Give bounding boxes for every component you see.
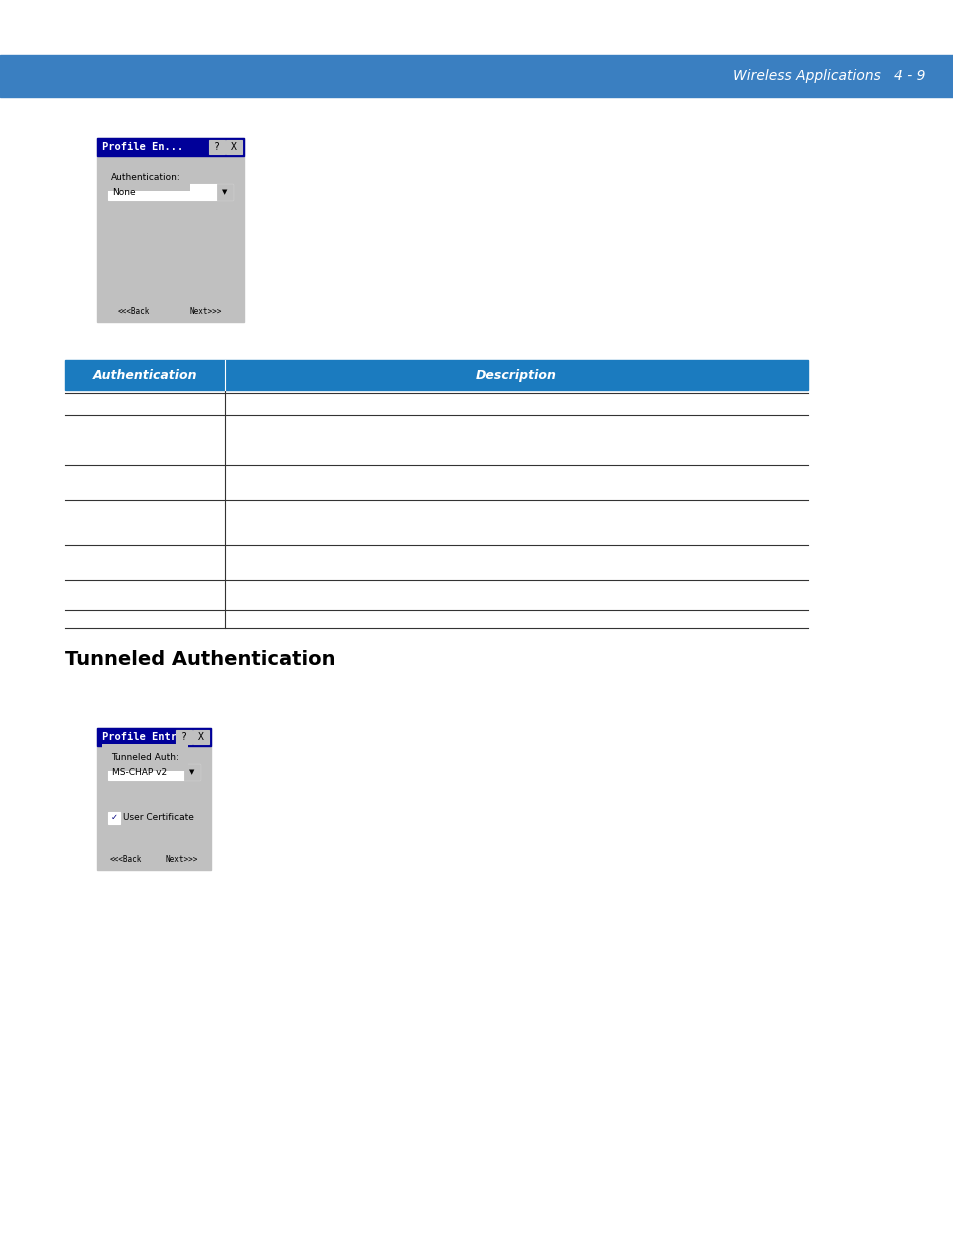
Bar: [65, 359, 807, 390]
Bar: [226, 140, 242, 154]
Bar: [97, 727, 211, 746]
Bar: [108, 764, 200, 781]
Bar: [156, 852, 206, 866]
Bar: [103, 762, 205, 845]
Text: Wireless Applications   4 - 9: Wireless Applications 4 - 9: [732, 69, 924, 83]
Text: MS-CHAP v2: MS-CHAP v2: [112, 768, 167, 777]
Text: Tunneled Auth:: Tunneled Auth:: [111, 753, 179, 762]
Bar: [209, 140, 225, 154]
Bar: [184, 764, 200, 781]
Text: X: X: [198, 732, 204, 742]
Text: User Certificate: User Certificate: [123, 814, 193, 823]
Bar: [97, 138, 244, 322]
Bar: [108, 811, 120, 824]
Text: ✓: ✓: [111, 814, 117, 823]
Text: ?: ?: [181, 732, 187, 742]
Bar: [97, 138, 244, 156]
Bar: [216, 184, 233, 200]
Text: ▼: ▼: [222, 189, 228, 195]
Text: <<<Back: <<<Back: [117, 306, 150, 315]
Text: Profile Entry: Profile Entry: [102, 732, 183, 742]
Bar: [173, 304, 238, 317]
Text: Authentication: Authentication: [92, 368, 197, 382]
Text: Next>>>: Next>>>: [190, 306, 222, 315]
Text: Tunneled Authentication: Tunneled Authentication: [65, 650, 335, 669]
Bar: [101, 304, 166, 317]
Text: ▼: ▼: [189, 769, 194, 776]
Text: X: X: [231, 142, 236, 152]
Bar: [103, 182, 237, 289]
Bar: [97, 727, 211, 869]
Bar: [108, 184, 233, 200]
Text: None: None: [112, 188, 135, 196]
Bar: [175, 730, 192, 743]
Text: Description: Description: [476, 368, 557, 382]
Text: Profile En...: Profile En...: [102, 142, 183, 152]
Bar: [101, 852, 151, 866]
Bar: [0, 56, 953, 98]
Bar: [65, 359, 807, 629]
Text: ?: ?: [213, 142, 220, 152]
Text: <<<Back: <<<Back: [110, 855, 142, 863]
Bar: [193, 730, 209, 743]
Text: Authentication:: Authentication:: [111, 173, 180, 182]
Text: Next>>>: Next>>>: [165, 855, 197, 863]
